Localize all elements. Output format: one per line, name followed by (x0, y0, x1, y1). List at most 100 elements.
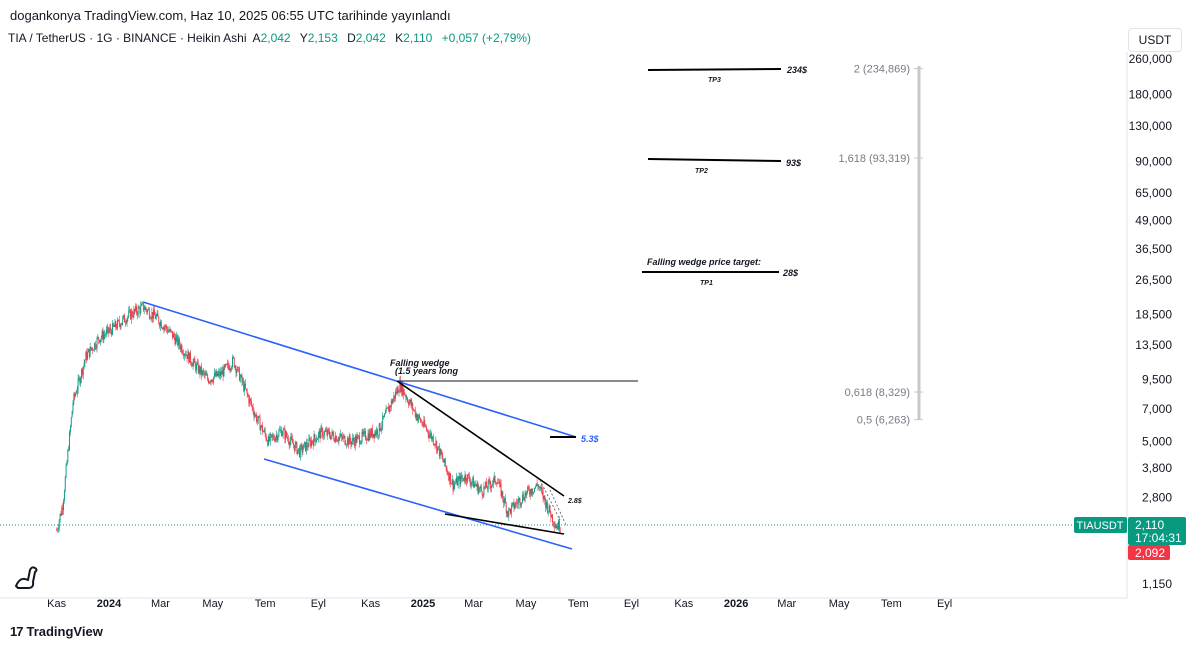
candle-body (468, 474, 469, 476)
candle-body (474, 483, 475, 488)
candle-body (391, 400, 393, 404)
candle-body (517, 500, 519, 505)
candle-body (317, 438, 318, 440)
candle-body (369, 430, 371, 441)
candle-body (362, 431, 364, 434)
wedge-lower-line[interactable] (444, 513, 565, 535)
candle-body (359, 435, 360, 445)
candle-body (315, 438, 317, 443)
tp1-price: 28$ (782, 268, 799, 278)
candle-body (202, 370, 203, 375)
candle-body (147, 309, 149, 313)
candle-body (518, 498, 520, 501)
candle-body (196, 364, 197, 371)
currency-button[interactable]: USDT (1128, 28, 1182, 52)
candle-body (170, 329, 172, 331)
candle-body (456, 477, 458, 486)
tp2-line[interactable] (647, 158, 782, 162)
y-tick-label: 3,800 (1142, 461, 1172, 475)
symbol-name[interactable]: TIA / TetherUS · 1G · BINANCE · Heikin A… (8, 31, 247, 45)
tp3-line[interactable] (647, 68, 782, 71)
candle-body (365, 439, 367, 441)
candle-body (296, 442, 298, 454)
candle-body (165, 325, 167, 328)
candle-body (276, 434, 278, 441)
candle-body (464, 474, 466, 481)
x-tick-label: Tem (255, 598, 276, 610)
candle-body (341, 434, 342, 437)
candle-body (104, 334, 106, 336)
candle-body (171, 330, 173, 332)
candle-body (238, 368, 240, 381)
candle-body (450, 483, 452, 485)
candle-body (549, 505, 551, 513)
candle-body (217, 373, 219, 376)
candle-body (324, 431, 326, 433)
candle-body (377, 435, 379, 437)
candle-body (317, 433, 319, 439)
candle-body (491, 485, 493, 488)
candle-body (162, 328, 164, 330)
candle-body (429, 434, 431, 438)
prev-price-text: 2,092 (1135, 546, 1165, 560)
candle-body (269, 434, 271, 441)
candle-body (302, 449, 304, 453)
candle-body (188, 351, 190, 363)
candle-body (295, 442, 297, 444)
candle-body (333, 434, 335, 440)
candle-body (135, 306, 137, 311)
candle-body (486, 487, 488, 489)
candle-body (186, 354, 188, 360)
candle-body (389, 405, 391, 408)
candle-body (184, 354, 186, 356)
candle-body (358, 435, 360, 437)
candle-body (144, 307, 146, 310)
candle-body (260, 426, 262, 431)
candle-body (311, 440, 313, 443)
channel-target-text: 5.3$ (581, 434, 600, 444)
time-axis[interactable]: Kas 2024 Mar May Tem Eyl Kas 2025 Mar May Tem Eyl Ka… (47, 598, 952, 610)
candle-body (376, 429, 378, 435)
candle-body (120, 324, 122, 328)
candle-body (421, 421, 423, 425)
candle-body (145, 307, 147, 310)
candles-group (56, 301, 561, 534)
candle-body (323, 431, 325, 436)
candle-body (181, 345, 183, 353)
candle-body (436, 441, 438, 452)
x-tick-label: Eyl (624, 598, 639, 610)
symbol-legend[interactable]: TIA / TetherUS · 1G · BINANCE · Heikin A… (8, 31, 531, 45)
candle-body (168, 330, 170, 332)
candle-body (381, 425, 383, 430)
candle-body (58, 520, 60, 528)
candle-body (502, 491, 504, 500)
channel-lower-line[interactable] (263, 458, 573, 550)
candle-body (87, 349, 89, 353)
candle-body (280, 429, 282, 431)
candle-body (522, 494, 523, 503)
candle-body (490, 484, 492, 488)
candle-body (81, 369, 82, 379)
candle-body (253, 412, 255, 417)
low-value: 2,042 (355, 31, 386, 45)
candle-body (205, 373, 207, 376)
candle-body (187, 351, 189, 360)
tradingview-logo[interactable]: 17 TradingView (10, 624, 103, 639)
candle-body (462, 477, 464, 481)
candle-body (261, 424, 263, 427)
candle-body (347, 438, 348, 445)
candle-body (474, 483, 476, 486)
price-axis[interactable]: 260,000 180,000 130,000 90,000 65,000 49,000 3… (1129, 52, 1173, 591)
candle-body (250, 398, 252, 402)
candle-body (109, 327, 111, 331)
candle-body (385, 408, 387, 413)
candle-body (439, 448, 441, 457)
channel-upper-line[interactable] (142, 301, 577, 438)
wedge-upper-line[interactable] (396, 380, 565, 497)
candle-body (127, 316, 129, 319)
candle-body (271, 434, 273, 437)
candle-body (340, 434, 342, 437)
tp2-price: 93$ (786, 158, 802, 168)
candle-body (233, 357, 235, 368)
